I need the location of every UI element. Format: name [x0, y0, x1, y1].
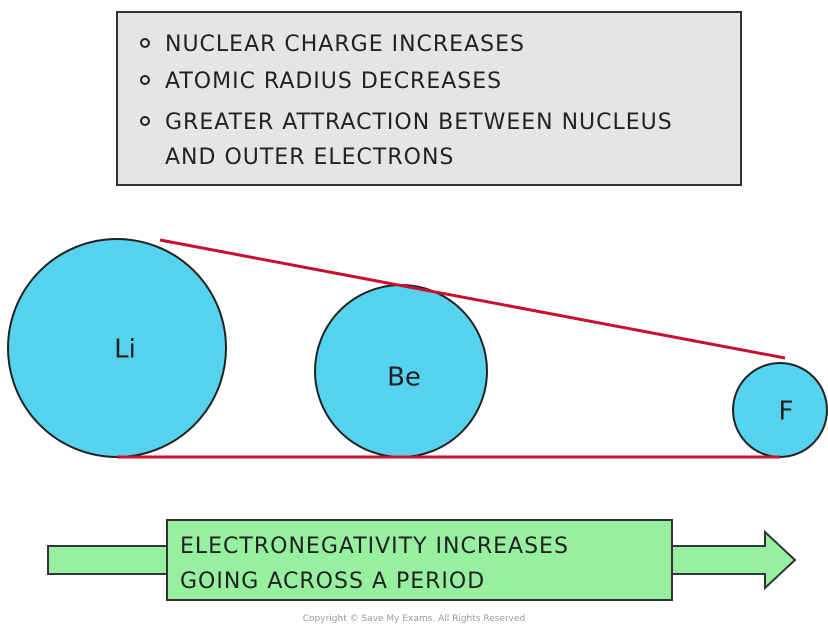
bullet: [140, 116, 150, 126]
bullet: [140, 38, 150, 48]
info-box: [116, 11, 742, 186]
bullet-text: GREATER ATTRACTION BETWEEN NUCLEUS: [165, 110, 673, 135]
bullet-text: ATOMIC RADIUS DECREASES: [165, 69, 502, 94]
banner: [166, 519, 673, 601]
banner-text: GOING ACROSS A PERIOD: [180, 569, 485, 594]
atom-label: Li: [114, 335, 136, 365]
bullet-text: NUCLEAR CHARGE INCREASES: [165, 32, 525, 57]
atom-label: Be: [387, 363, 421, 393]
copyright: Copyright © Save My Exams. All Rights Re…: [303, 614, 525, 624]
arrow-head: [671, 529, 797, 591]
arrow-tail: [47, 545, 168, 575]
tangent-line: [159, 238, 786, 360]
atom-label: F: [779, 397, 794, 427]
banner-text: ELECTRONEGATIVITY INCREASES: [180, 534, 569, 559]
bullet: [140, 75, 150, 85]
bullet-text: AND OUTER ELECTRONS: [165, 145, 454, 170]
